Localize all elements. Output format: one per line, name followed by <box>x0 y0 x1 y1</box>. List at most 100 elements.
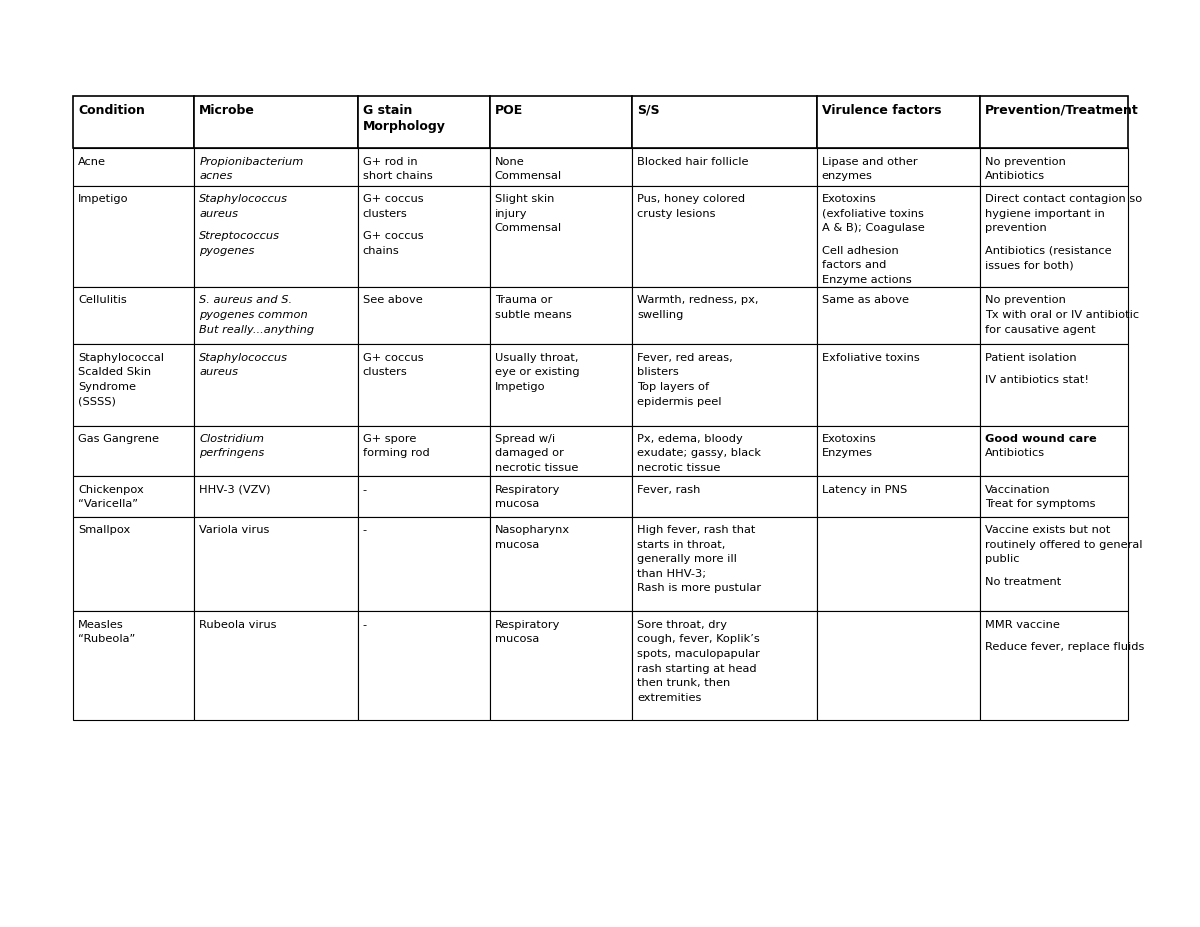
Text: Exfoliative toxins: Exfoliative toxins <box>822 353 919 362</box>
Bar <box>490 425 632 476</box>
Bar <box>358 612 490 719</box>
Bar <box>490 96 632 148</box>
Text: Prevention/Treatment: Prevention/Treatment <box>985 104 1139 117</box>
Text: G+ coccus: G+ coccus <box>362 194 424 204</box>
Bar <box>73 148 194 185</box>
Bar <box>194 185 358 287</box>
Bar <box>817 96 980 148</box>
Text: starts in throat,: starts in throat, <box>637 540 726 550</box>
Text: Impetigo: Impetigo <box>78 194 128 204</box>
Bar <box>980 287 1128 345</box>
Text: Px, edema, bloody: Px, edema, bloody <box>637 434 743 444</box>
Bar <box>73 96 194 148</box>
Text: G stain: G stain <box>362 104 413 117</box>
Text: See above: See above <box>362 296 422 305</box>
Bar <box>73 612 194 719</box>
Text: Staphylococcus: Staphylococcus <box>199 353 288 362</box>
Text: subtle means: subtle means <box>494 310 571 320</box>
Text: -: - <box>362 620 367 629</box>
Text: Nasopharynx: Nasopharynx <box>494 526 570 535</box>
Text: cough, fever, Koplik’s: cough, fever, Koplik’s <box>637 634 760 644</box>
Text: Trauma or: Trauma or <box>494 296 552 305</box>
Text: mucosa: mucosa <box>494 500 539 509</box>
Text: short chains: short chains <box>362 171 433 182</box>
Text: eye or existing: eye or existing <box>494 367 580 377</box>
Text: A & B); Coagulase: A & B); Coagulase <box>822 223 924 233</box>
Text: “Varicella”: “Varicella” <box>78 500 138 509</box>
Bar <box>358 96 490 148</box>
Text: -: - <box>362 526 367 535</box>
Text: Acne: Acne <box>78 157 106 167</box>
Text: No prevention: No prevention <box>985 296 1066 305</box>
Bar <box>73 287 194 345</box>
Bar <box>817 345 980 425</box>
Text: rash starting at head: rash starting at head <box>637 664 757 674</box>
Text: necrotic tissue: necrotic tissue <box>494 464 578 473</box>
Text: No prevention: No prevention <box>985 157 1066 167</box>
Text: hygiene important in: hygiene important in <box>985 209 1105 219</box>
Bar <box>194 345 358 425</box>
Text: necrotic tissue: necrotic tissue <box>637 464 720 473</box>
Text: G+ rod in: G+ rod in <box>362 157 418 167</box>
Text: High fever, rash that: High fever, rash that <box>637 526 756 535</box>
Text: forming rod: forming rod <box>362 449 430 459</box>
Bar <box>490 516 632 612</box>
Text: Slight skin: Slight skin <box>494 194 554 204</box>
Bar <box>817 185 980 287</box>
Text: generally more ill: generally more ill <box>637 554 737 565</box>
Text: Condition: Condition <box>78 104 145 117</box>
Text: (exfoliative toxins: (exfoliative toxins <box>822 209 924 219</box>
Text: None: None <box>494 157 524 167</box>
Text: Measles: Measles <box>78 620 124 629</box>
Text: than HHV-3;: than HHV-3; <box>637 569 707 578</box>
Text: IV antibiotics stat!: IV antibiotics stat! <box>985 375 1090 386</box>
Bar <box>632 425 817 476</box>
Bar <box>358 287 490 345</box>
Bar <box>73 185 194 287</box>
Bar <box>980 612 1128 719</box>
Text: Rash is more pustular: Rash is more pustular <box>637 583 761 593</box>
Text: Enzymes: Enzymes <box>822 449 872 459</box>
Text: blisters: blisters <box>637 367 679 377</box>
Text: “Rubeola”: “Rubeola” <box>78 634 136 644</box>
Bar <box>73 476 194 516</box>
Text: Respiratory: Respiratory <box>494 620 560 629</box>
Text: damaged or: damaged or <box>494 449 564 459</box>
Bar <box>817 612 980 719</box>
Text: factors and: factors and <box>822 260 886 271</box>
Bar <box>194 516 358 612</box>
Text: Good wound care: Good wound care <box>985 434 1097 444</box>
Bar <box>358 425 490 476</box>
Text: Commensal: Commensal <box>494 171 562 182</box>
Text: Variola virus: Variola virus <box>199 526 270 535</box>
Text: Propionibacterium: Propionibacterium <box>199 157 304 167</box>
Text: Pus, honey colored: Pus, honey colored <box>637 194 745 204</box>
Text: G+ coccus: G+ coccus <box>362 231 424 241</box>
Text: Staphylococcal: Staphylococcal <box>78 353 164 362</box>
Text: Impetigo: Impetigo <box>494 382 545 392</box>
Bar <box>490 345 632 425</box>
Text: Commensal: Commensal <box>494 223 562 233</box>
Bar <box>73 425 194 476</box>
Text: Microbe: Microbe <box>199 104 256 117</box>
Text: Staphylococcus: Staphylococcus <box>199 194 288 204</box>
Text: aureus: aureus <box>199 367 239 377</box>
Bar <box>817 425 980 476</box>
Text: Antibiotics: Antibiotics <box>985 449 1045 459</box>
Bar <box>817 148 980 185</box>
Bar <box>980 185 1128 287</box>
Text: perfringens: perfringens <box>199 449 264 459</box>
Bar <box>632 476 817 516</box>
Text: Warmth, redness, px,: Warmth, redness, px, <box>637 296 758 305</box>
Bar <box>817 476 980 516</box>
Text: Smallpox: Smallpox <box>78 526 131 535</box>
Text: routinely offered to general: routinely offered to general <box>985 540 1142 550</box>
Bar <box>980 345 1128 425</box>
Bar <box>980 425 1128 476</box>
Bar <box>358 476 490 516</box>
Text: POE: POE <box>494 104 523 117</box>
Text: Antibiotics (resistance: Antibiotics (resistance <box>985 246 1112 256</box>
Text: Spread w/i: Spread w/i <box>494 434 554 444</box>
Text: Morphology: Morphology <box>362 120 445 133</box>
Text: Patient isolation: Patient isolation <box>985 353 1076 362</box>
